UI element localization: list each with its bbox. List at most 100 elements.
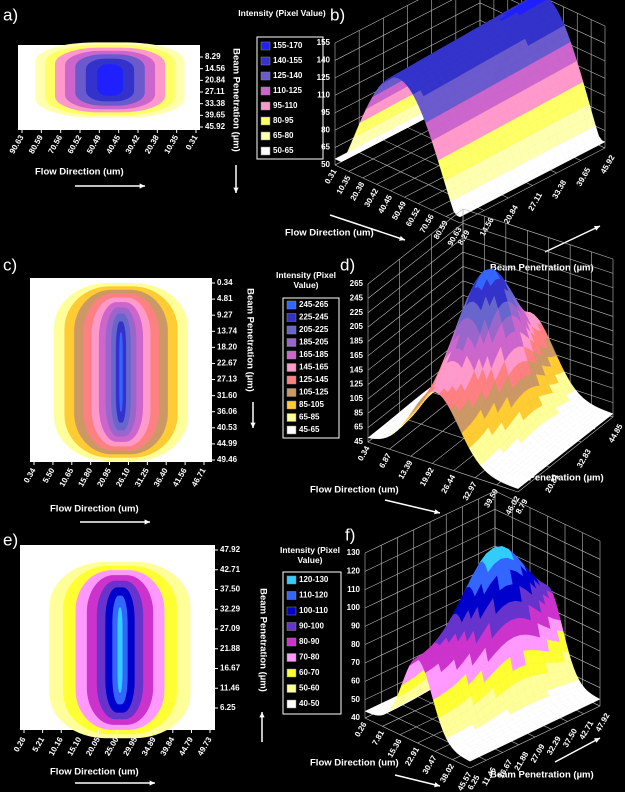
arrow-head [594, 738, 600, 743]
x-tick-label: 41.56 [171, 466, 189, 488]
y-tick-label: 33.38 [205, 99, 226, 108]
y-tick-label: 32.29 [220, 604, 241, 613]
panel-label: d) [340, 255, 355, 274]
legend-label: 110-120 [299, 591, 328, 600]
legend-swatch [286, 684, 297, 693]
legend-label: 80-90 [299, 637, 320, 646]
y-tick-label: 0.34 [217, 278, 233, 287]
legend-label: 140-155 [273, 56, 303, 65]
legend-label: 245-265 [299, 300, 329, 309]
x-tick-label: 7.81 [370, 728, 386, 746]
z-tick-label: 40 [351, 713, 360, 722]
x-tick-label: 10.35 [335, 174, 353, 196]
legend-swatch [286, 425, 297, 435]
legend-swatch [286, 350, 297, 360]
legend-label: 225-245 [299, 313, 329, 322]
z-tick-label: 85 [354, 408, 363, 417]
surface-patch [466, 756, 477, 762]
x-tick-label: 80.59 [27, 133, 45, 155]
x-tick-label: 26.44 [439, 473, 457, 495]
legend-swatch [286, 622, 297, 631]
y-tick-label: 27.11 [205, 87, 225, 96]
x-tick-label: 38.02 [438, 762, 456, 784]
x-tick-label: 90.63 [8, 133, 26, 155]
z-tick-label: 125 [350, 380, 364, 389]
x-tick-label: 40.45 [376, 193, 394, 215]
x-axis-label: Flow Direction (um) [50, 504, 139, 515]
z-tick-label: 70 [351, 658, 360, 667]
z-tick-label: 120 [347, 566, 361, 575]
x-tick-label: 44.79 [177, 735, 195, 757]
arrow [394, 774, 441, 787]
x-tick-label: 36.40 [152, 466, 170, 488]
legend-swatch [286, 338, 297, 347]
x-tick-label: 15.36 [386, 737, 404, 759]
arrow [571, 423, 598, 446]
arrow-head [434, 782, 440, 788]
legend-label: 70-80 [299, 653, 320, 662]
legend-label: 100-110 [299, 606, 328, 615]
z-tick-label: 80 [351, 640, 360, 649]
y-tick-label: 27.09 [220, 624, 241, 633]
y-tick-label: 37.50 [561, 727, 579, 749]
z-tick-label: 130 [347, 548, 361, 557]
x-tick-label: 5.50 [41, 466, 57, 484]
x-tick-label: 60.52 [404, 206, 422, 228]
contour-region [117, 607, 123, 693]
legend-swatch [286, 637, 297, 647]
x-tick-label: 20.38 [349, 180, 367, 202]
y-axis-label: Beam Penetration (µm) [500, 473, 604, 484]
y-tick-label: 16.67 [220, 664, 241, 673]
legend-swatch [260, 56, 271, 66]
x-tick-label: 30.47 [421, 753, 439, 775]
z-tick-label: 185 [350, 337, 364, 346]
y-tick-label: 37.50 [220, 585, 241, 594]
legend-label: 155-170 [273, 41, 303, 50]
arrow-head [149, 780, 155, 786]
arrow-head [259, 712, 265, 718]
legend-label: 60-70 [299, 668, 320, 677]
legend-swatch [260, 146, 271, 156]
x-tick-label: 5.21 [31, 735, 47, 753]
x-tick-label: 34.89 [140, 735, 158, 757]
x-tick-label: 19.92 [418, 466, 436, 488]
z-tick-label: 125 [317, 73, 331, 82]
legend-label: 145-165 [299, 363, 329, 372]
legend-label: 105-125 [299, 388, 329, 397]
x-axis-label: Flow Direction (um) [310, 485, 399, 496]
legend-swatch [260, 41, 271, 51]
y-tick-label: 13.74 [217, 326, 238, 335]
z-tick-label: 65 [354, 423, 363, 432]
z-tick-label: 245 [350, 293, 364, 302]
x-tick-label: 80.59 [432, 219, 450, 241]
y-tick-label: 39.65 [575, 166, 593, 188]
y-tick-label: 33.38 [550, 178, 568, 200]
z-tick-label: 205 [350, 322, 364, 331]
x-tick-label: 49.73 [196, 735, 214, 757]
x-tick-label: 20.95 [95, 466, 113, 488]
y-tick-label: 27.13 [217, 375, 238, 384]
legend-box [256, 36, 324, 160]
contour-region [119, 332, 123, 412]
legend-box [282, 297, 340, 439]
x-tick-label: 13.39 [397, 458, 415, 480]
y-tick-label: 14.56 [205, 64, 226, 73]
legend-label: 125-140 [273, 71, 303, 80]
x-tick-label: 30.42 [124, 133, 142, 155]
y-tick-label: 36.06 [217, 407, 238, 416]
legend-swatch [286, 606, 297, 616]
legend-label: 120-130 [299, 575, 329, 584]
x-tick-label: 70.56 [418, 212, 436, 234]
x-tick-label: 0.26 [12, 735, 28, 753]
z-tick-label: 45 [354, 437, 363, 446]
legend-title: Intensity (Pixel Value) [238, 8, 326, 18]
x-axis-label: Flow Direction (um) [285, 228, 374, 239]
z-tick-label: 80 [321, 125, 330, 134]
legend-swatch [286, 325, 297, 335]
x-tick-label: 30.42 [362, 186, 380, 208]
grid-line [364, 553, 471, 769]
x-tick-label: 0.34 [356, 444, 372, 462]
arrow-head [250, 422, 256, 428]
z-tick-label: 65 [321, 143, 330, 152]
